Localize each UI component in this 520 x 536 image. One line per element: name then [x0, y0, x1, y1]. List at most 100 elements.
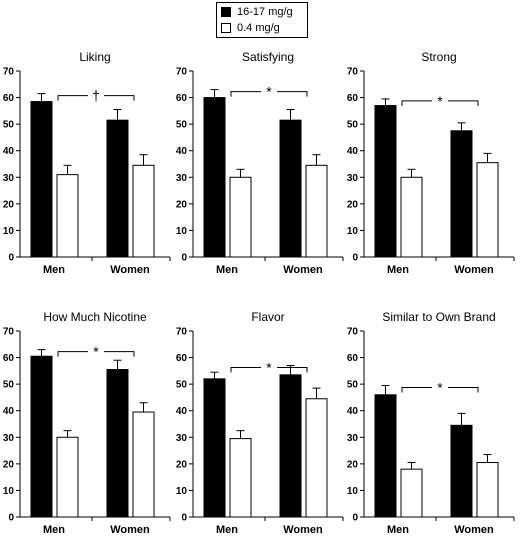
- category-label: Men: [387, 524, 409, 536]
- significance-marker: *: [93, 344, 99, 360]
- y-tick-label: 20: [347, 199, 359, 210]
- y-tick-label: 20: [176, 199, 188, 210]
- bracket-gap: [261, 88, 277, 95]
- y-tick-label: 20: [3, 459, 15, 470]
- bar-low: [476, 162, 499, 258]
- chart-title: Satisfying: [242, 50, 294, 64]
- y-tick-label: 30: [3, 433, 15, 444]
- y-tick-label: 60: [347, 353, 359, 364]
- bar-low: [132, 411, 155, 518]
- y-tick-label: 10: [347, 226, 359, 237]
- y-tick-label: 0: [352, 253, 358, 264]
- bar-low: [305, 398, 328, 518]
- category-label: Women: [283, 524, 323, 536]
- y-tick-label: 30: [347, 433, 359, 444]
- category-label: Women: [454, 264, 494, 276]
- y-tick-label: 50: [3, 380, 15, 391]
- category-label: Women: [283, 264, 323, 276]
- legend-swatch-high: [221, 7, 231, 17]
- legend-label-low: 0.4 mg/g: [237, 22, 280, 34]
- significance-marker: *: [266, 84, 272, 100]
- y-tick-label: 30: [176, 433, 188, 444]
- y-tick-label: 40: [3, 146, 15, 157]
- chart-title: Liking: [79, 50, 110, 64]
- y-tick-label: 0: [8, 513, 14, 524]
- y-tick-label: 20: [347, 459, 359, 470]
- y-tick-label: 70: [347, 67, 359, 78]
- bar-low: [400, 468, 423, 518]
- chart-title: How Much Nicotine: [43, 310, 147, 324]
- y-tick-label: 40: [3, 406, 15, 417]
- category-label: Women: [110, 524, 150, 536]
- bar-low: [132, 164, 155, 258]
- bracket-gap: [261, 364, 277, 371]
- y-tick-label: 20: [176, 459, 188, 470]
- chart-title: Similar to Own Brand: [382, 310, 495, 324]
- category-label: Women: [110, 264, 150, 276]
- y-tick-label: 0: [181, 253, 187, 264]
- y-tick-label: 0: [352, 513, 358, 524]
- y-tick-label: 10: [176, 486, 188, 497]
- y-tick-label: 30: [3, 173, 15, 184]
- category-label: Women: [454, 524, 494, 536]
- significance-marker: *: [437, 93, 443, 109]
- y-tick-label: 20: [3, 199, 15, 210]
- y-tick-label: 40: [347, 146, 359, 157]
- y-tick-label: 50: [347, 120, 359, 131]
- y-tick-label: 70: [347, 327, 359, 338]
- bar-high: [203, 97, 226, 258]
- y-tick-label: 40: [176, 406, 188, 417]
- bar-low: [229, 438, 252, 518]
- legend-item-low: 0.4 mg/g: [221, 21, 280, 35]
- bar-low: [400, 176, 423, 258]
- bar-high: [30, 355, 53, 518]
- y-tick-label: 50: [176, 380, 188, 391]
- y-tick-label: 0: [181, 513, 187, 524]
- chart-title: Strong: [421, 50, 456, 64]
- significance-marker: *: [266, 360, 272, 376]
- legend-item-high: 16-17 mg/g: [221, 5, 293, 19]
- category-label: Men: [216, 264, 238, 276]
- bracket-gap: [88, 348, 104, 355]
- bar-low: [56, 436, 79, 518]
- y-tick-label: 60: [3, 93, 15, 104]
- bar-high: [279, 374, 302, 518]
- bracket-gap: [432, 384, 448, 391]
- y-tick-label: 70: [3, 67, 15, 78]
- bar-low: [305, 164, 328, 258]
- legend-label-high: 16-17 mg/g: [237, 6, 293, 18]
- bar-high: [374, 394, 397, 518]
- y-tick-label: 60: [3, 353, 15, 364]
- y-tick-label: 30: [176, 173, 188, 184]
- category-label: Men: [216, 524, 238, 536]
- bracket-gap: [432, 97, 448, 104]
- bar-high: [106, 369, 129, 518]
- y-tick-label: 10: [3, 226, 15, 237]
- bar-low: [56, 174, 79, 258]
- y-tick-label: 70: [3, 327, 15, 338]
- significance-marker: †: [92, 88, 100, 104]
- bar-high: [450, 130, 473, 258]
- y-tick-label: 60: [347, 93, 359, 104]
- bracket-gap: [88, 92, 104, 99]
- category-label: Men: [387, 264, 409, 276]
- bar-high: [30, 101, 53, 258]
- y-tick-label: 30: [347, 173, 359, 184]
- y-tick-label: 0: [8, 253, 14, 264]
- y-tick-label: 10: [176, 226, 188, 237]
- bar-high: [106, 119, 129, 258]
- y-tick-label: 50: [347, 380, 359, 391]
- chart-title: Flavor: [251, 310, 284, 324]
- significance-marker: *: [437, 379, 443, 395]
- category-label: Men: [43, 264, 65, 276]
- y-tick-label: 70: [176, 67, 188, 78]
- legend-swatch-low: [221, 23, 231, 33]
- y-tick-label: 70: [176, 327, 188, 338]
- y-tick-label: 60: [176, 93, 188, 104]
- bar-high: [374, 105, 397, 258]
- y-tick-label: 60: [176, 353, 188, 364]
- category-label: Men: [43, 524, 65, 536]
- y-tick-label: 10: [3, 486, 15, 497]
- y-tick-label: 50: [176, 120, 188, 131]
